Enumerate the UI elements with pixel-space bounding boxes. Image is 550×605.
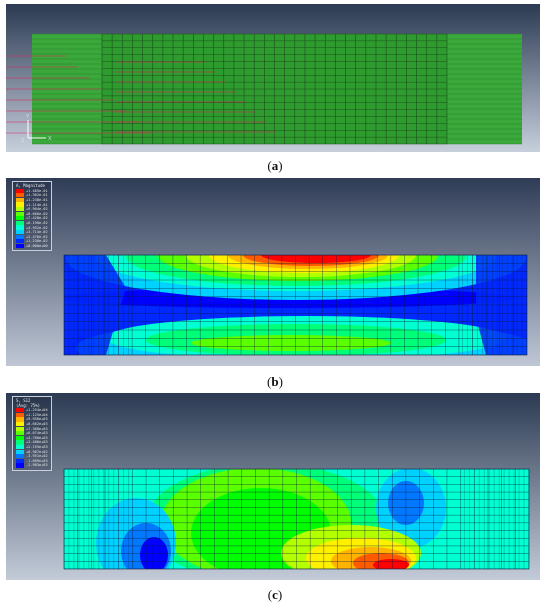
legend-row: +7.428e-02	[16, 216, 48, 221]
legend-value: +9.956e+03	[26, 417, 48, 422]
legend-swatch	[16, 243, 24, 249]
legend-value: +1.254e+04	[26, 408, 48, 413]
legend-value: +3.486e+03	[26, 440, 48, 445]
legend-c: S, S12 (Avg: 75%) +1.254e+04 +1.125e+04 +9…	[12, 396, 52, 471]
legend-value: +6.190e-02	[26, 220, 48, 225]
mesh-canvas: Y X Z	[6, 4, 540, 152]
legend-row: +1.485e-01	[16, 188, 48, 194]
legend-row: -1.689e+03	[16, 458, 48, 464]
panel-a-mesh-viewport[interactable]: Y X Z	[6, 4, 540, 152]
legend-swatch	[16, 225, 24, 230]
legend-swatch	[16, 440, 24, 445]
legend-swatch	[16, 408, 24, 413]
legend-b: A, Magnitude +1.485e-01 +1.362e-01 +1.238e…	[12, 181, 52, 252]
caption-a: (a)	[267, 158, 283, 173]
legend-row: +8.666e-02	[16, 211, 48, 216]
legend-c-subtitle: (Avg: 75%)	[16, 402, 41, 408]
legend-c-title: S, S12	[16, 398, 31, 403]
legend-value: +1.362e-01	[26, 193, 48, 198]
legend-value: +9.904e-02	[26, 207, 48, 212]
legend-swatch	[16, 426, 24, 431]
triad-icon: Y X Z	[21, 114, 52, 144]
legend-row: +1.114e-01	[16, 202, 48, 207]
legend-b-title: A, Magnitude	[16, 183, 45, 188]
legend-row: +8.987e+02	[16, 449, 48, 454]
legend-swatch	[16, 239, 24, 244]
legend-value: +8.987e+02	[26, 449, 48, 454]
legend-swatch	[16, 207, 24, 212]
legend-value: +7.428e-02	[26, 216, 48, 221]
legend-swatch	[16, 435, 24, 440]
legend-row: -2.983e+03	[16, 463, 48, 468]
legend-swatch	[16, 458, 24, 463]
legend-swatch	[16, 193, 24, 198]
legend-swatch	[16, 463, 24, 468]
legend-value: +3.714e-02	[26, 230, 48, 235]
legend-swatch	[16, 449, 24, 454]
legend-value: +4.952e-02	[26, 225, 48, 230]
legend-swatch	[16, 211, 24, 216]
legend-swatch	[16, 230, 24, 235]
legend-value: +2.476e-02	[26, 234, 48, 239]
legend-swatch	[16, 417, 24, 422]
contour-c-canvas	[6, 393, 540, 580]
legend-row: +4.780e+03	[16, 435, 48, 441]
legend-row: +1.125e+04	[16, 412, 48, 418]
legend-row: +2.476e-02	[16, 234, 48, 239]
legend-value: +2.193e+03	[26, 445, 48, 450]
triad-z-label: Z	[21, 138, 25, 144]
legend-row: +1.362e-01	[16, 193, 48, 198]
legend-swatch	[16, 234, 24, 239]
legend-row: +7.368e+03	[16, 426, 48, 431]
panel-c-contour-viewport[interactable]: S, S12 (Avg: 75%) +1.254e+04 +1.125e+04 +9…	[6, 393, 540, 580]
legend-value: +8.662e+03	[26, 422, 48, 427]
legend-value: +4.780e+03	[26, 435, 48, 440]
legend-value: +1.485e-01	[26, 188, 48, 193]
legend-swatch	[16, 444, 24, 450]
panel-b-contour-viewport[interactable]: A, Magnitude +1.485e-01 +1.362e-01 +1.238e…	[6, 178, 540, 366]
legend-row: +1.238e-02	[16, 239, 48, 244]
legend-swatch	[16, 421, 24, 427]
legend-row: +6.190e-02	[16, 220, 48, 226]
triad-y-label: Y	[25, 114, 30, 120]
legend-value: -2.983e+03	[26, 463, 48, 468]
legend-swatch	[16, 412, 24, 417]
caption-b: (b)	[267, 374, 283, 389]
legend-row: +3.714e-02	[16, 230, 48, 235]
legend-row: +8.662e+03	[16, 421, 48, 427]
legend-row: -3.951e+02	[16, 454, 48, 459]
legend-value: +1.238e-01	[26, 197, 48, 202]
legend-row: +1.254e+04	[16, 408, 48, 413]
legend-swatch	[16, 216, 24, 221]
legend-swatch	[16, 202, 24, 207]
legend-value: +8.666e-02	[26, 211, 48, 216]
legend-row: +0.000e+00	[16, 243, 48, 249]
caption-c: (c)	[267, 587, 283, 602]
legend-value: +7.368e+03	[26, 426, 48, 431]
legend-swatch	[16, 188, 24, 193]
legend-swatch	[16, 220, 24, 226]
legend-row: +9.956e+03	[16, 417, 48, 422]
legend-row: +2.193e+03	[16, 444, 48, 450]
legend-row: +9.904e-02	[16, 207, 48, 212]
legend-value: +1.238e-02	[26, 239, 48, 244]
legend-value: -1.689e+03	[26, 458, 48, 463]
contour-b-canvas	[6, 178, 540, 366]
legend-value: +1.125e+04	[26, 412, 48, 417]
legend-row: +4.952e-02	[16, 225, 48, 230]
legend-swatch	[16, 454, 24, 459]
legend-value: +6.074e+03	[26, 431, 48, 436]
legend-row: +3.486e+03	[16, 440, 48, 445]
legend-swatch	[16, 197, 24, 203]
legend-value: +1.114e-01	[26, 202, 48, 207]
triad-x-label: X	[48, 136, 52, 142]
legend-value: -3.951e+02	[26, 454, 48, 459]
legend-row: +6.074e+03	[16, 431, 48, 436]
legend-row: +1.238e-01	[16, 197, 48, 203]
legend-value: +0.000e+00	[26, 243, 48, 248]
legend-swatch	[16, 431, 24, 436]
